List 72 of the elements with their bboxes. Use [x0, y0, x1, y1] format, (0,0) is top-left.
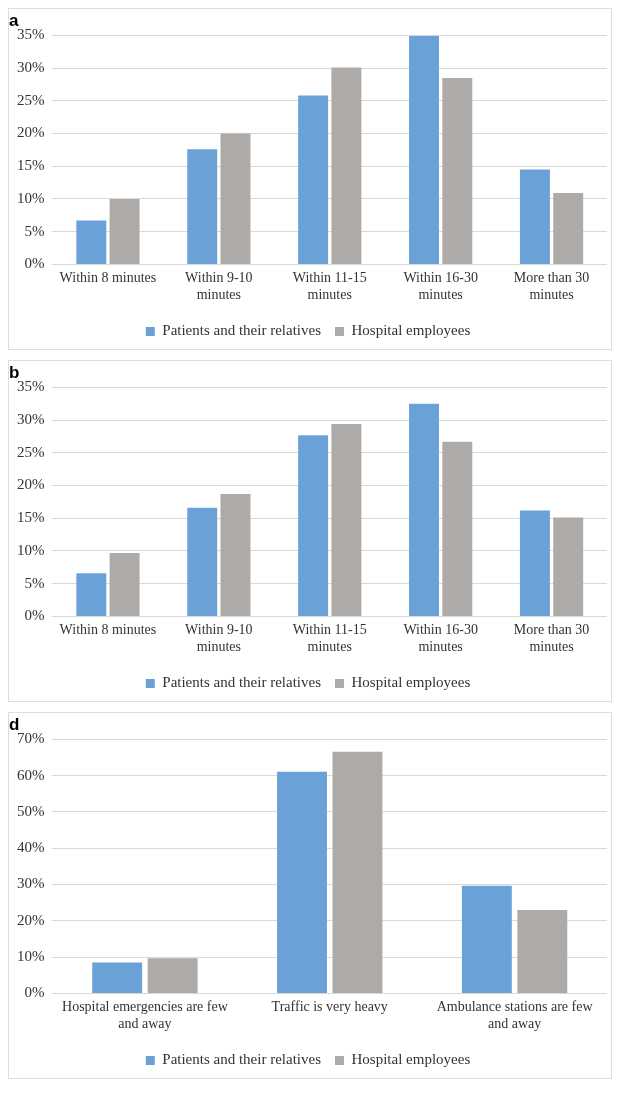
y-tick-label: 0%	[24, 255, 45, 272]
y-tick-label: 10%	[17, 948, 45, 965]
x-tick-label: Within 8 minutes	[59, 270, 157, 286]
bar	[277, 771, 327, 993]
x-tick-label: More than 30 minutes	[513, 622, 590, 655]
bar	[109, 198, 140, 264]
bar	[187, 149, 218, 264]
legend-label: Patients and their relatives	[162, 1051, 322, 1068]
y-tick-label: 60%	[17, 766, 45, 783]
y-tick-label: 5%	[24, 574, 45, 591]
chart-title: b	[9, 362, 20, 382]
y-tick-label: 25%	[17, 91, 45, 108]
x-tick-label: Traffic is very heavy	[271, 999, 388, 1015]
y-tick-label: 0%	[24, 607, 45, 624]
bar	[519, 169, 550, 264]
y-tick-label: 35%	[17, 378, 45, 395]
legend-label: Hospital employees	[351, 1051, 471, 1068]
bar	[409, 36, 439, 264]
y-tick-label: 70%	[17, 730, 45, 747]
bar	[553, 517, 584, 616]
bar	[109, 552, 140, 616]
y-tick-label: 25%	[17, 443, 45, 460]
bar	[92, 962, 143, 993]
bar	[331, 424, 362, 616]
bar	[442, 441, 473, 616]
y-tick-label: 35%	[17, 26, 45, 43]
y-tick-label: 20%	[17, 124, 45, 141]
bar	[409, 403, 439, 616]
y-tick-label: 30%	[17, 875, 45, 892]
x-tick-label: Within 16-30 minutes	[403, 270, 478, 303]
y-tick-label: 20%	[17, 911, 45, 928]
bar	[519, 510, 550, 616]
legend-label: Hospital employees	[351, 674, 471, 691]
x-tick-label: Within 11-15 minutes	[292, 270, 367, 303]
bar	[442, 77, 473, 264]
chart-title: a	[9, 10, 19, 30]
x-tick-label: More than 30 minutes	[513, 270, 590, 303]
bar	[461, 885, 512, 993]
bar	[220, 133, 251, 264]
bar	[298, 435, 329, 616]
bar	[187, 507, 218, 616]
x-tick-label: Ambulance stations are few and away	[436, 999, 594, 1032]
y-tick-label: 40%	[17, 839, 45, 856]
x-tick-label: Within 8 minutes	[59, 622, 157, 638]
y-tick-label: 50%	[17, 802, 45, 819]
chart-title: d	[9, 714, 20, 734]
x-tick-label: Within 11-15 minutes	[292, 622, 367, 655]
x-tick-label: Within 9-10 minutes	[185, 622, 253, 655]
y-tick-label: 0%	[24, 984, 45, 1001]
bar	[332, 751, 383, 993]
bar	[147, 958, 198, 993]
y-tick-label: 10%	[17, 541, 45, 558]
bar	[76, 220, 107, 264]
legend-label: Patients and their relatives	[162, 322, 322, 339]
y-tick-label: 30%	[17, 411, 45, 428]
y-tick-label: 5%	[24, 222, 45, 239]
y-tick-label: 15%	[17, 509, 45, 526]
x-tick-label: Hospital emergencies are few and away	[62, 999, 229, 1032]
y-tick-label: 10%	[17, 189, 45, 206]
bar	[517, 909, 568, 993]
bar	[220, 494, 251, 616]
bar	[76, 573, 107, 616]
y-tick-label: 20%	[17, 476, 45, 493]
x-tick-label: Within 9-10 minutes	[185, 270, 253, 303]
bar	[331, 67, 362, 264]
legend-label: Hospital employees	[351, 322, 471, 339]
y-tick-label: 30%	[17, 59, 45, 76]
x-tick-label: Within 16-30 minutes	[403, 622, 478, 655]
bar	[298, 95, 329, 264]
bar	[553, 193, 584, 264]
y-tick-label: 15%	[17, 157, 45, 174]
legend-label: Patients and their relatives	[162, 674, 322, 691]
